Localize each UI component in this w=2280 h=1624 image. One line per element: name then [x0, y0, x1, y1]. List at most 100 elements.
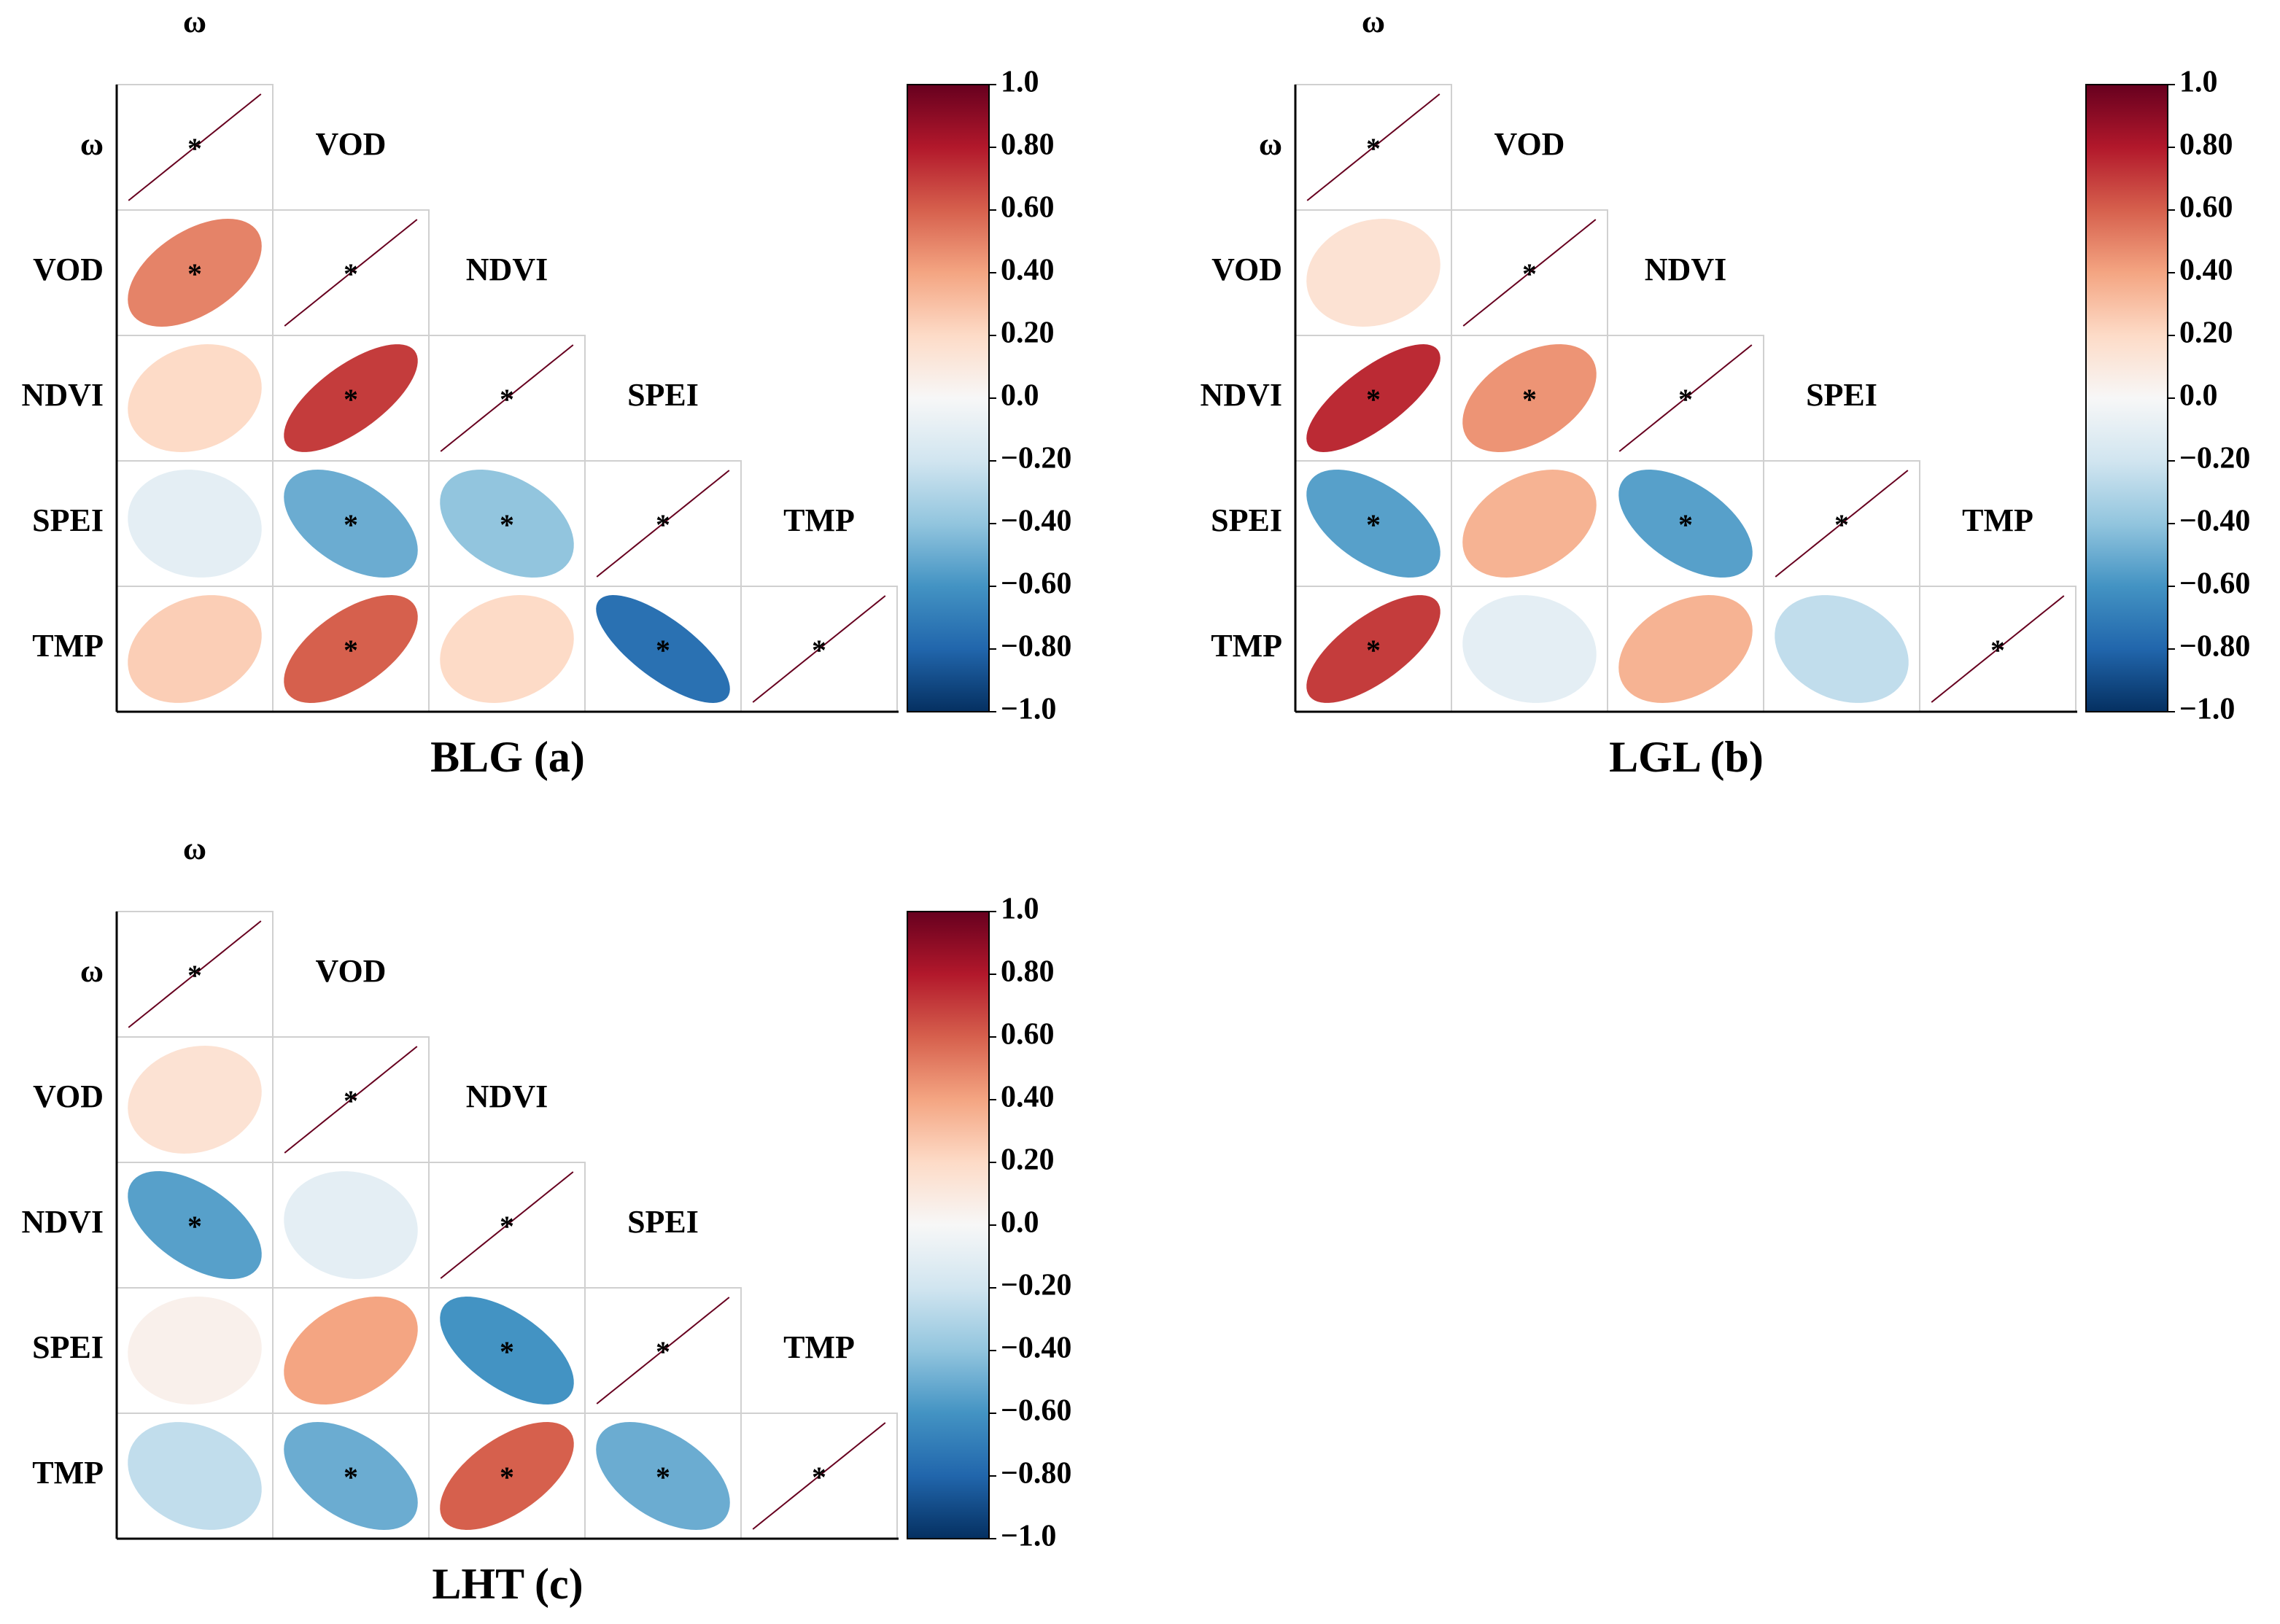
significance-star: *: [500, 1461, 514, 1493]
correlation-ellipse: [128, 219, 262, 327]
row-label: NDVI: [22, 1204, 104, 1240]
significance-star: *: [1366, 508, 1381, 541]
significance-star: *: [1678, 508, 1693, 541]
significance-star: *: [1990, 634, 2005, 667]
row-label: NDVI: [1201, 377, 1282, 413]
correlation-ellipse: [284, 219, 418, 327]
correlation-ellipse: [440, 1171, 574, 1279]
colorbar-tick-label: −0.80: [1001, 630, 1071, 664]
column-label: TMP: [783, 502, 855, 538]
correlation-ellipse: [1306, 93, 1440, 201]
significance-star: *: [656, 634, 670, 667]
colorbar-tick-label: 0.40: [1001, 1081, 1055, 1114]
row-label: ω: [1259, 126, 1282, 162]
correlation-ellipse: [1306, 595, 1440, 703]
significance-star: *: [500, 1210, 514, 1243]
colorbar-tick-label: 0.60: [1001, 1018, 1055, 1052]
correlation-ellipse: [284, 1171, 418, 1279]
colorbar-tick-label: −1.0: [2179, 693, 2235, 726]
column-label: NDVI: [466, 1079, 548, 1114]
row-label: SPEI: [32, 502, 104, 538]
correlation-ellipse: [1931, 595, 2065, 703]
significance-star: *: [187, 257, 202, 290]
row-label: ω: [80, 953, 104, 989]
row-label: VOD: [33, 252, 104, 287]
row-label: TMP: [1211, 628, 1282, 664]
correlation-ellipse: [1775, 470, 1909, 578]
correlation-ellipse: [1462, 595, 1597, 703]
significance-star: *: [187, 132, 202, 165]
correlation-ellipse: [1618, 470, 1753, 578]
correlation-ellipse: [128, 470, 262, 578]
correlation-ellipse: [752, 595, 886, 703]
significance-star: *: [344, 634, 358, 667]
colorbar-tick-label: 0.80: [2179, 128, 2233, 162]
colorbar: [907, 84, 990, 712]
correlation-ellipse: [1618, 344, 1753, 452]
column-label: TMP: [1962, 502, 2033, 538]
significance-star: *: [1366, 132, 1381, 165]
column-label: TMP: [783, 1329, 855, 1365]
correlation-ellipse: [1618, 595, 1753, 703]
colorbar-tick-label: 0.60: [1001, 191, 1055, 225]
colorbar-tick-label: 0.0: [2179, 379, 2218, 413]
correlation-ellipse: [596, 470, 730, 578]
colorbar-tick-label: −0.20: [1001, 442, 1071, 475]
row-label: VOD: [33, 1079, 104, 1114]
row-label: NDVI: [22, 377, 104, 413]
significance-star: *: [500, 383, 514, 416]
row-label: VOD: [1211, 252, 1282, 287]
colorbar-tick-label: −0.20: [2179, 442, 2250, 475]
colorbar-tick-label: 0.40: [2179, 254, 2233, 287]
colorbar-tick-label: −0.40: [1001, 505, 1071, 538]
significance-star: *: [187, 959, 202, 992]
significance-star: *: [344, 383, 358, 416]
column-label: VOD: [316, 953, 387, 989]
significance-star: *: [656, 508, 670, 541]
correlation-ellipse: [1306, 219, 1440, 327]
correlation-ellipse: [596, 1422, 730, 1530]
row-label: TMP: [32, 628, 104, 664]
significance-star: *: [656, 1335, 670, 1368]
correlation-ellipse: [128, 595, 262, 703]
colorbar-tick-label: −1.0: [1001, 1520, 1056, 1553]
correlation-ellipse: [284, 595, 418, 703]
significance-star: *: [500, 508, 514, 541]
colorbar-tick-label: 0.0: [1001, 1206, 1039, 1240]
significance-star: *: [812, 634, 826, 667]
colorbar-tick-label: −1.0: [1001, 693, 1056, 726]
significance-star: *: [500, 1335, 514, 1368]
column-label: NDVI: [1645, 252, 1726, 287]
significance-star: *: [344, 1084, 358, 1117]
column-label: ω: [1362, 4, 1385, 39]
correlation-ellipse: [440, 1422, 574, 1530]
correlation-ellipse: [440, 1297, 574, 1405]
colorbar-tick-label: 1.0: [2179, 66, 2218, 99]
colorbar-tick-label: −0.80: [2179, 630, 2250, 664]
colorbar-tick-label: 0.20: [2179, 316, 2233, 350]
column-label: ω: [183, 831, 206, 866]
significance-star: *: [1834, 508, 1849, 541]
correlation-ellipse: [440, 344, 574, 452]
row-label: ω: [80, 126, 104, 162]
correlation-ellipse: [440, 595, 574, 703]
colorbar-tick-label: −0.60: [2179, 567, 2250, 601]
colorbar-tick-label: −0.60: [1001, 567, 1071, 601]
row-label: SPEI: [32, 1329, 104, 1365]
correlation-ellipse: [128, 93, 262, 201]
column-label: VOD: [316, 126, 387, 162]
column-label: ω: [183, 4, 206, 39]
significance-star: *: [1366, 383, 1381, 416]
colorbar-tick-label: −0.40: [1001, 1332, 1071, 1365]
correlation-ellipse: [1306, 470, 1440, 578]
colorbar-tick-label: 0.0: [1001, 379, 1039, 413]
colorbar-tick-label: −0.20: [1001, 1269, 1071, 1302]
row-label: TMP: [32, 1455, 104, 1491]
correlation-ellipse: [284, 470, 418, 578]
row-label: SPEI: [1211, 502, 1282, 538]
column-label: NDVI: [466, 252, 548, 287]
correlation-ellipse: [440, 470, 574, 578]
correlation-ellipse: [128, 1422, 262, 1530]
